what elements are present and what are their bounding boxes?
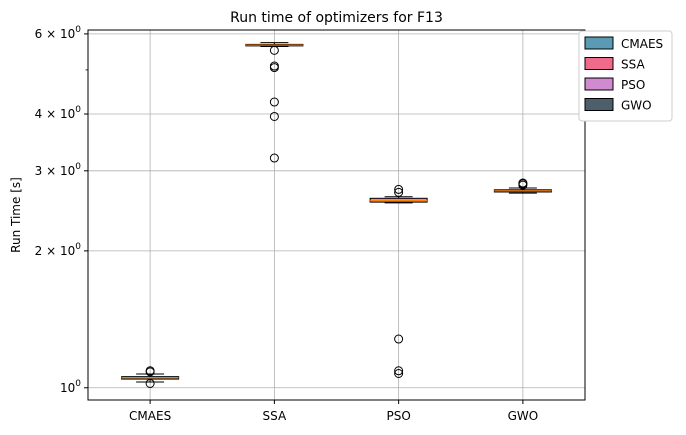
outlier-point xyxy=(394,368,404,378)
legend-swatch xyxy=(584,77,614,91)
y-tick-label: 4 × 100 xyxy=(35,105,82,121)
outlier-point xyxy=(394,184,404,194)
box-gwo xyxy=(493,178,552,194)
x-tick-label: PSO xyxy=(386,409,410,423)
box-pso xyxy=(369,184,428,378)
legend: CMAES SSA PSO GWO xyxy=(578,30,673,122)
legend-label: GWO xyxy=(621,99,652,113)
y-tick-label: 100 xyxy=(60,379,81,395)
x-tick-label: CMAES xyxy=(129,409,171,423)
legend-label: SSA xyxy=(621,58,645,72)
outlier-point xyxy=(269,45,279,55)
chart-title: Run time of optimizers for F13 xyxy=(230,10,443,26)
axes-frame xyxy=(87,29,586,401)
outlier-point xyxy=(269,63,279,73)
plot-area: CMAES SSA PSO GWO 100 2 × 100 3 × 100 4 × 100 6 … xyxy=(35,25,586,423)
x-tick-label: SSA xyxy=(263,409,287,423)
x-tick-label: GWO xyxy=(508,409,539,423)
legend-label: PSO xyxy=(621,78,645,92)
outlier-point xyxy=(394,366,404,376)
outlier-point xyxy=(269,111,279,121)
outlier-point xyxy=(394,334,404,344)
outlier-point xyxy=(518,178,528,188)
y-tick-label: 6 × 100 xyxy=(35,25,82,41)
outlier-point xyxy=(269,153,279,163)
y-tick-label: 2 × 100 xyxy=(35,242,82,258)
y-tick-label: 3 × 100 xyxy=(35,162,82,178)
outlier-point xyxy=(145,366,155,376)
box-cmaes xyxy=(121,366,180,388)
outlier-point xyxy=(394,187,404,197)
legend-swatch xyxy=(584,36,614,50)
legend-label: CMAES xyxy=(621,37,663,51)
y-axis-label: Run Time [s] xyxy=(9,177,23,253)
box-ssa xyxy=(245,42,304,163)
outlier-point xyxy=(269,97,279,107)
outlier-point xyxy=(145,378,155,388)
legend-swatch xyxy=(584,98,614,111)
legend-swatch xyxy=(584,57,614,70)
